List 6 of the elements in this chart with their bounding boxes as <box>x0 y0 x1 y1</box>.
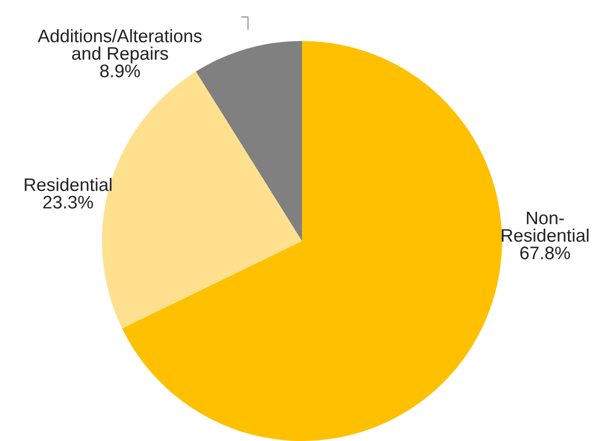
data-label: 23.3% <box>43 196 93 209</box>
data-label: 8.9% <box>100 64 140 78</box>
pie-slice <box>196 41 302 241</box>
slice-label: Residential <box>24 178 112 192</box>
slice-label: Additions/Alterations and Repairs <box>38 29 202 64</box>
data-label: 67.8% <box>520 246 570 260</box>
